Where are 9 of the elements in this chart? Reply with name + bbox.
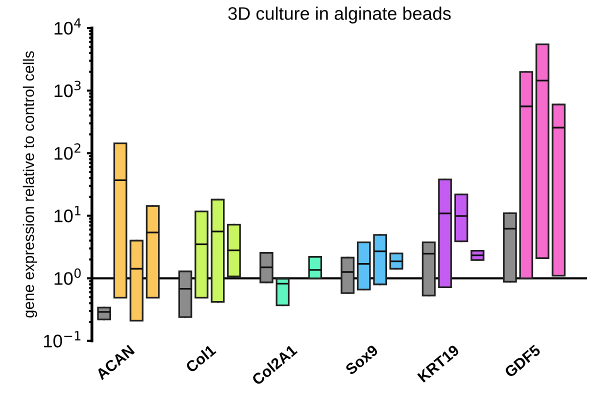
y-axis-title: gene expression relative to control cells xyxy=(22,51,38,318)
y-tick-label: 10$^{0}$ xyxy=(54,268,81,285)
y-tick-label: 10$^{1}$ xyxy=(54,206,80,222)
y-tick-label: 10$^{2}$ xyxy=(54,143,80,160)
y-tick-label: 10$^{−1}$ xyxy=(44,331,80,348)
y-tick-label: 10$^{3}$ xyxy=(54,80,81,98)
x-tick-label: Col1 xyxy=(184,344,217,374)
y-tick-label: 10$^{4}$ xyxy=(54,18,81,35)
chart-title: 3D culture in alginate beads xyxy=(228,6,451,24)
